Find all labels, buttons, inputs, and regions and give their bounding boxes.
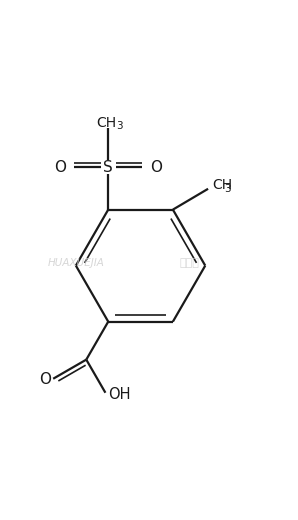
Text: CH: CH <box>212 178 232 192</box>
Text: OH: OH <box>108 387 131 402</box>
Text: CH: CH <box>96 116 116 130</box>
Text: O: O <box>150 160 162 175</box>
Text: 3: 3 <box>116 121 123 132</box>
Text: O: O <box>55 160 66 175</box>
Text: S: S <box>103 160 113 175</box>
Text: 3: 3 <box>224 184 231 194</box>
Text: O: O <box>39 372 51 387</box>
Text: 化学加: 化学加 <box>180 258 200 268</box>
Text: HUAXUEJIA: HUAXUEJIA <box>48 258 105 268</box>
